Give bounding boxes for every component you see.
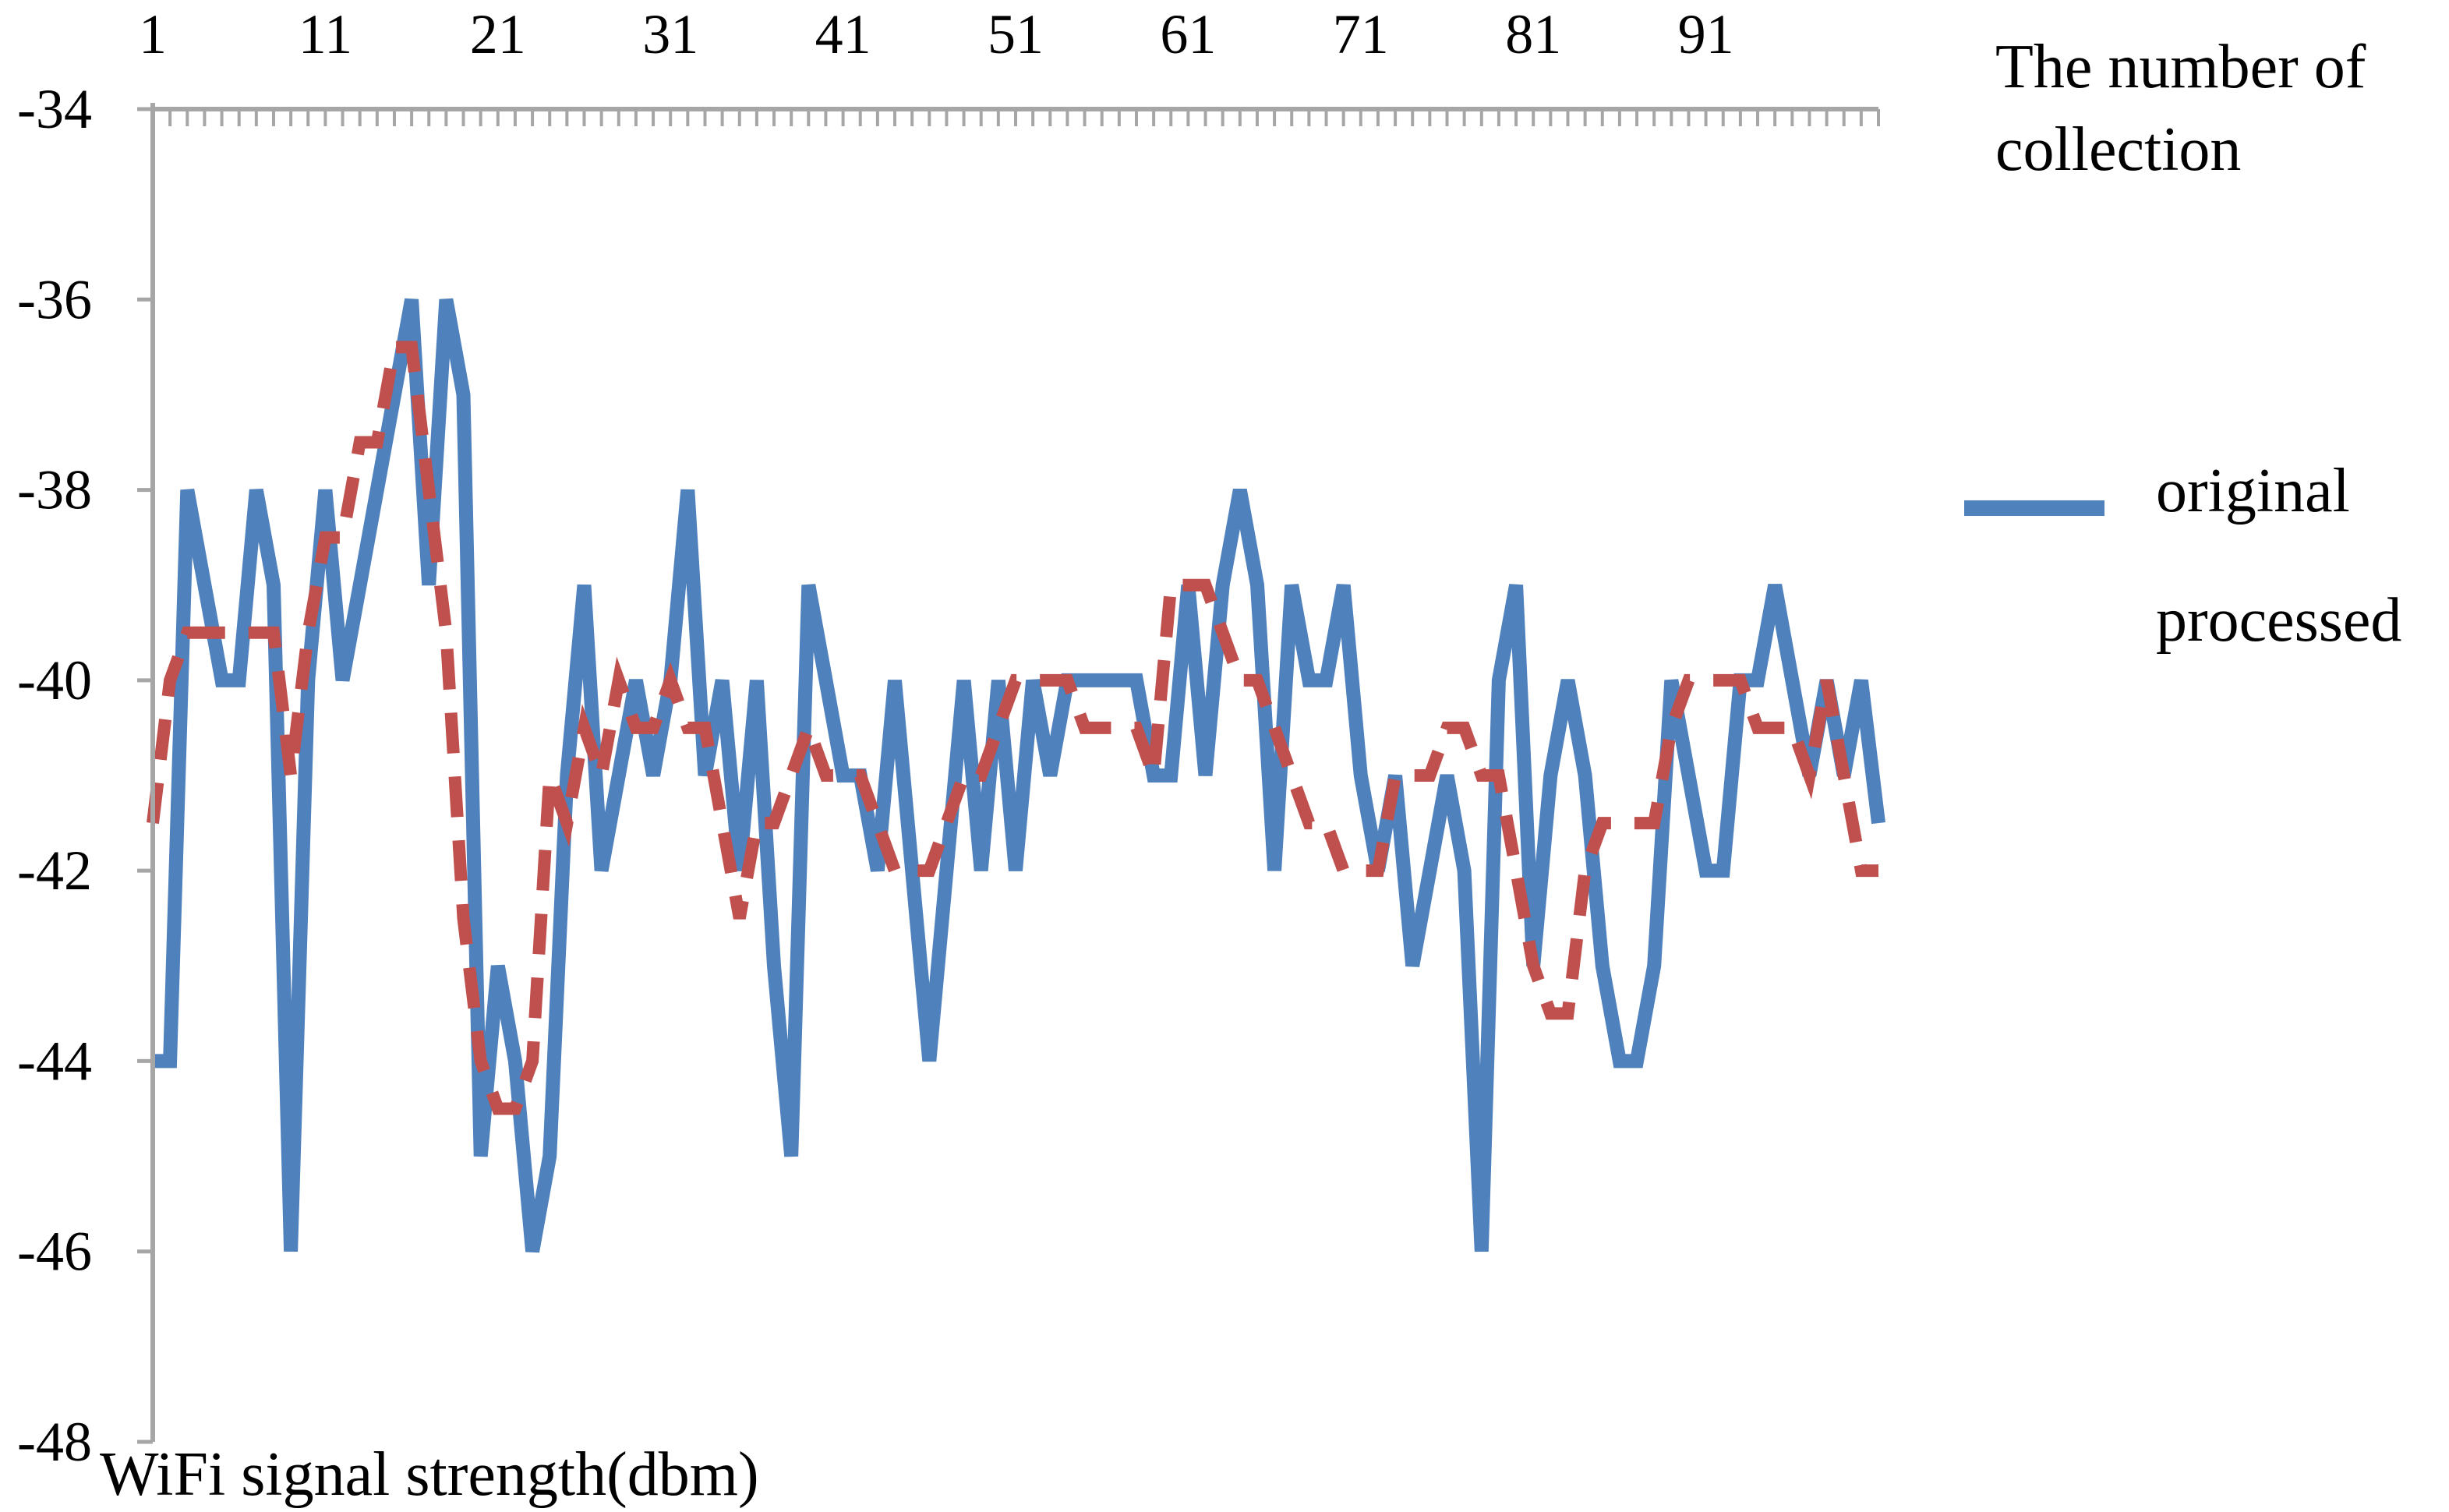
x-tick-label: 71 [1333,3,1389,65]
x-tick-label: 11 [299,3,352,65]
axis-labels: 1 11 21 31 41 51 61 71 81 91-34-36-38-40-42-44-46… [17,3,1734,1473]
x-tick-label: 81 [1505,3,1561,65]
y-tick-label: -42 [17,839,92,902]
y-tick-label: -48 [17,1411,92,1473]
y-tick-label: -34 [17,78,92,140]
x-tick-label: 51 [988,3,1044,65]
axis-ticks [137,107,1880,1444]
x-tick-label: 41 [815,3,871,65]
y-axis-title: WiFi signal strength(dbm) [100,1440,759,1509]
x-tick-label: 21 [470,3,526,65]
legend: original processed [1964,457,2401,655]
y-tick-label: -44 [17,1030,92,1092]
x-tick-label: 1 [139,3,167,65]
y-tick-label: -46 [17,1221,92,1283]
x-tick-label: 91 [1678,3,1734,65]
y-tick-label: -38 [17,459,92,521]
y-tick-label: -36 [17,268,92,330]
x-tick-label: 61 [1160,3,1216,65]
series-lines [147,298,1885,1253]
series-line-processed [147,341,1878,1115]
x-axis-title-line-2: collection [1995,115,2241,184]
legend-label-original: original [2156,457,2350,525]
legend-label-processed: processed [2156,586,2401,655]
y-tick-label: -40 [17,649,92,712]
x-tick-label: 31 [642,3,698,65]
axes [150,103,1878,1442]
x-axis-title-line-1: The number of [1995,33,2366,101]
